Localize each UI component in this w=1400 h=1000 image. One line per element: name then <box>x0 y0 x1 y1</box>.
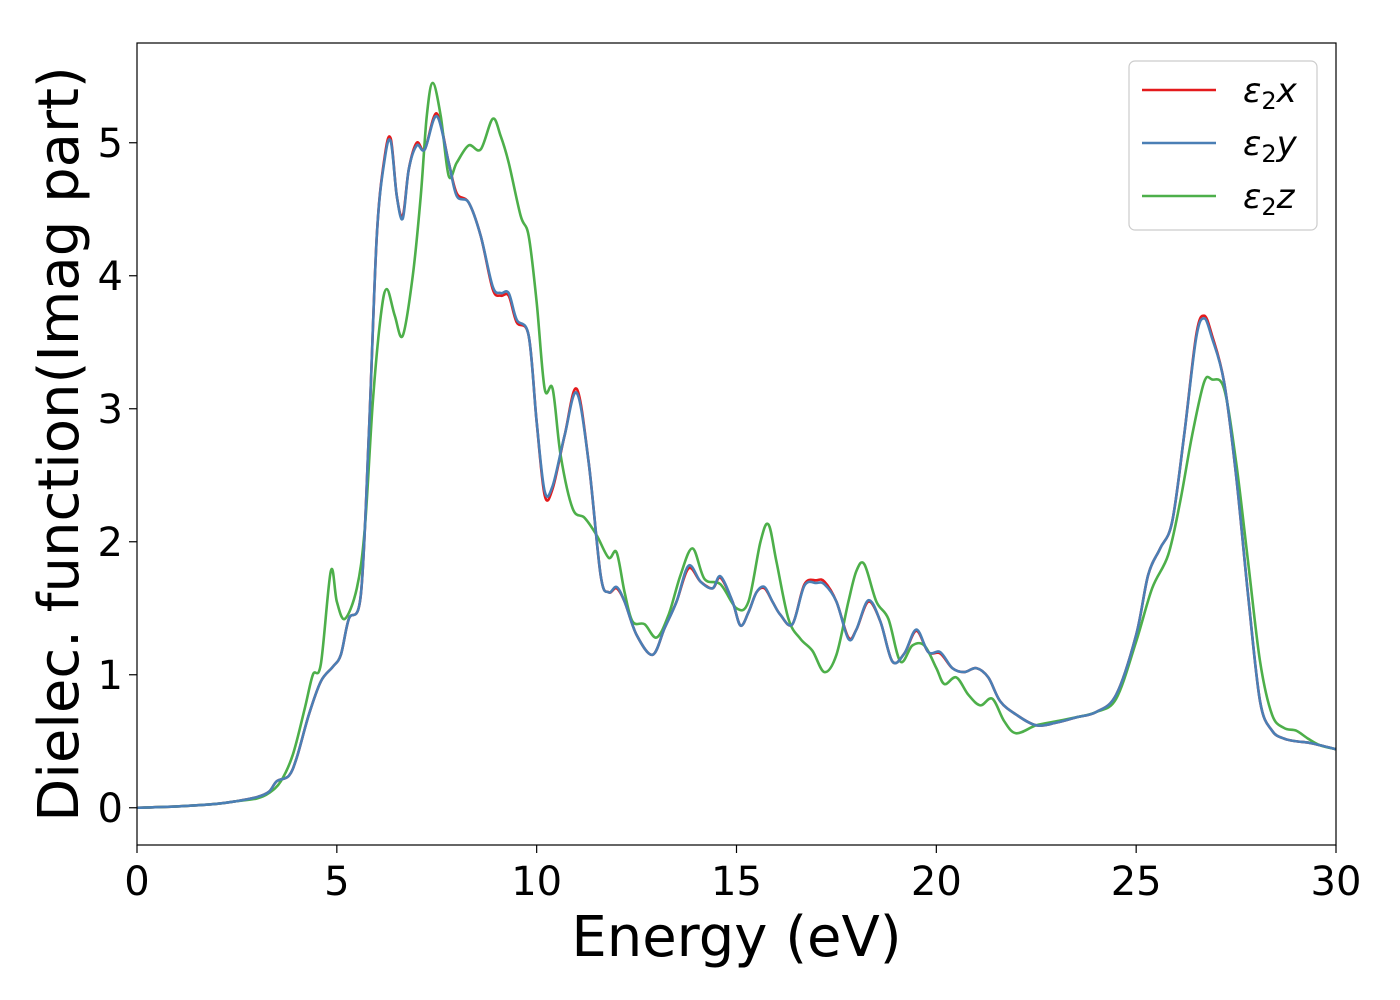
y-axis-title: Dielec. function(Imag part) <box>27 66 92 822</box>
legend-label-y: ε2y <box>1243 124 1298 168</box>
y-axis: 0 1 2 3 4 5 <box>98 121 137 832</box>
y-tick-label: 2 <box>98 520 123 566</box>
x-axis-title: Energy (eV) <box>571 905 901 970</box>
x-tick-label: 5 <box>324 859 349 905</box>
plot-lines <box>137 81 1336 810</box>
y-tick-label: 5 <box>98 121 123 167</box>
y-tick-label: 3 <box>98 387 123 433</box>
x-tick-label: 20 <box>911 859 962 905</box>
x-tick-label: 0 <box>124 859 149 905</box>
x-tick-label: 30 <box>1311 859 1362 905</box>
x-tick-label: 10 <box>511 859 562 905</box>
legend-label-z: ε2z <box>1243 177 1296 221</box>
x-tick-label: 25 <box>1111 859 1162 905</box>
legend-box <box>1128 60 1318 231</box>
x-tick-label: 15 <box>711 859 762 905</box>
series-line-z <box>137 81 1336 810</box>
y-tick-label: 4 <box>98 254 123 300</box>
y-tick-label: 0 <box>98 786 123 832</box>
series-line-y <box>137 114 1336 810</box>
legend-label-x: ε2x <box>1243 71 1298 115</box>
y-tick-label: 1 <box>98 653 123 699</box>
legend: ε2x ε2y ε2z <box>1128 60 1318 231</box>
x-axis: 0 5 10 15 20 25 30 <box>124 845 1361 905</box>
